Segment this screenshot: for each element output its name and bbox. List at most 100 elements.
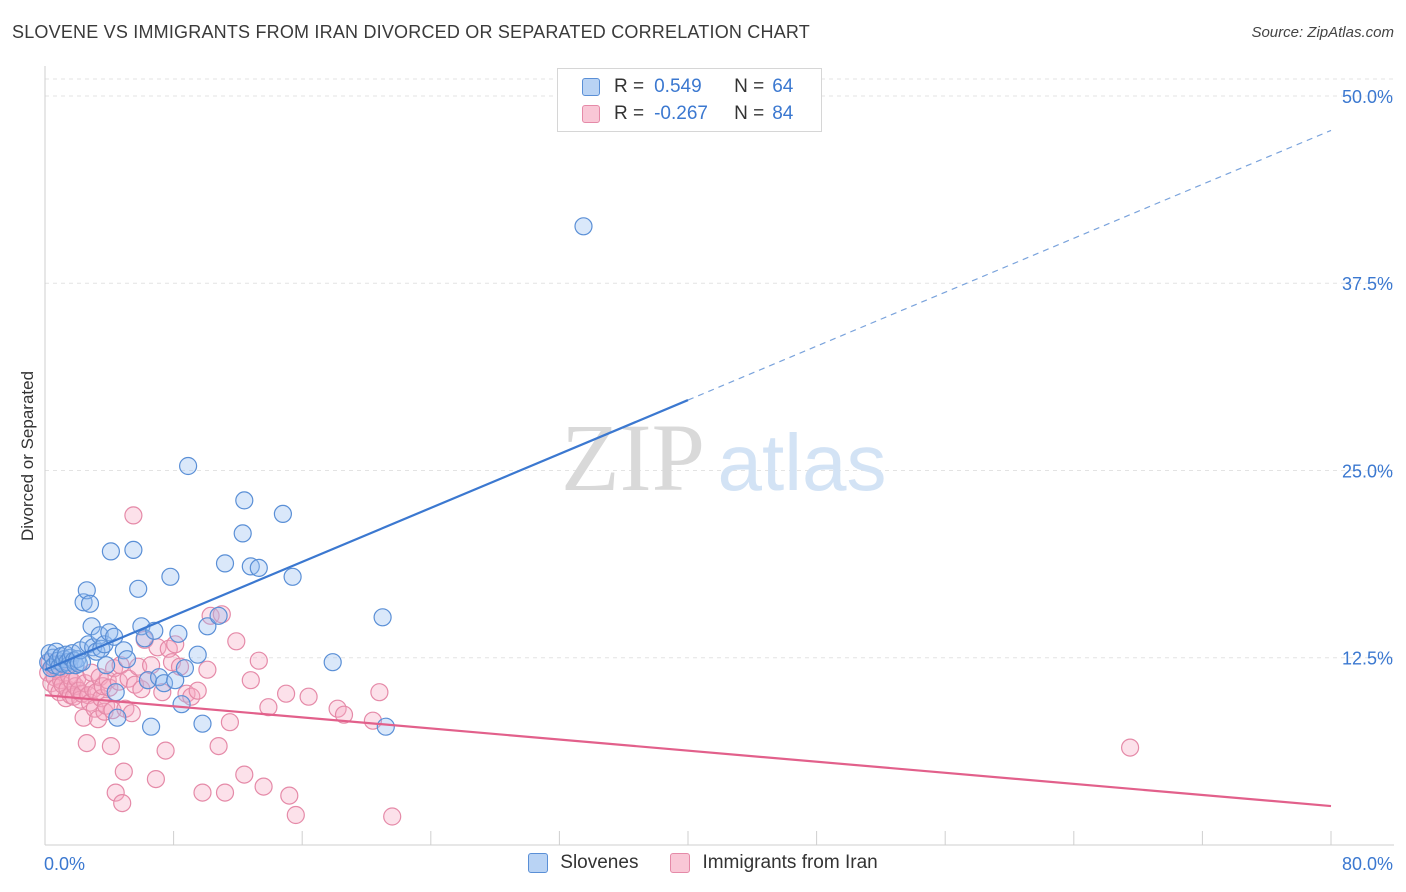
- y-tick-label: 12.5%: [1342, 649, 1393, 669]
- iran-point: [383, 807, 402, 826]
- slovenes-point: [209, 606, 228, 625]
- trend-lines: [44, 129, 1332, 808]
- slovenes-point: [161, 567, 180, 586]
- watermark-zip: ZIP: [561, 404, 705, 511]
- iran-point: [124, 506, 143, 525]
- iran-point: [88, 710, 108, 729]
- legend-row-iran: R = -0.267 N = 84: [582, 102, 793, 126]
- slovenes-point: [117, 650, 137, 669]
- slovenes-point: [323, 653, 342, 672]
- iran-point: [220, 713, 239, 732]
- iran-point: [235, 765, 254, 784]
- slovenes-swatch: [528, 853, 549, 873]
- slovenes-point: [215, 554, 235, 573]
- slovenes-point: [154, 674, 174, 693]
- n-value-slovenes: 64: [772, 76, 794, 97]
- axes: [44, 66, 1394, 846]
- slovenes-point: [129, 579, 148, 598]
- n-value-iran: 84: [772, 103, 794, 124]
- iran-point: [156, 741, 175, 760]
- iran-point: [146, 769, 165, 789]
- watermark-atlas: atlas: [718, 418, 887, 507]
- watermark: ZIP atlas: [561, 404, 886, 511]
- iran-swatch: [582, 105, 600, 123]
- iran-point: [209, 736, 228, 756]
- iran-point: [249, 651, 268, 670]
- slovenes-point: [166, 671, 185, 690]
- slovenes-point: [135, 629, 154, 648]
- iran-point: [114, 762, 133, 781]
- iran-point: [241, 671, 260, 690]
- slovenes-point: [198, 617, 217, 636]
- iran-point: [132, 680, 151, 699]
- x-tick-label-min: 0.0%: [44, 854, 85, 874]
- slovenes-point: [235, 491, 254, 510]
- x-tick-label-max: 80.0%: [1342, 854, 1393, 874]
- legend-row-slovenes: R = 0.549 N = 64: [582, 75, 793, 99]
- slovenes-point: [175, 659, 194, 678]
- iran-point: [188, 681, 207, 700]
- slovenes-point: [142, 717, 161, 736]
- slovenes-point: [124, 540, 143, 560]
- slovenes-point: [233, 524, 252, 543]
- slovenes-point: [172, 695, 191, 714]
- iran-point: [122, 704, 141, 723]
- r-value-iran: -0.267: [654, 103, 708, 124]
- iran-point: [280, 786, 299, 805]
- iran-point: [1120, 738, 1140, 757]
- iran-point: [299, 687, 318, 706]
- slovenes-point: [77, 581, 96, 600]
- iran-point: [259, 698, 278, 717]
- y-tick-label: 25.0%: [1342, 461, 1393, 481]
- slovenes-point: [179, 456, 198, 476]
- chart-title: SLOVENE VS IMMIGRANTS FROM IRAN DIVORCED…: [12, 22, 810, 42]
- legend-item-slovenes: Slovenes: [528, 852, 638, 874]
- slovenes-point: [376, 717, 395, 736]
- iran-point: [166, 635, 185, 654]
- legend-item-iran: Immigrants from Iran: [670, 852, 878, 874]
- slovenes-point: [249, 558, 268, 578]
- slovenes-point: [574, 217, 593, 236]
- slovenes-point: [373, 608, 392, 627]
- y-tick-label: 37.5%: [1342, 274, 1393, 294]
- slovenes-point: [74, 593, 93, 612]
- slovenes-point: [193, 714, 212, 733]
- iran-point: [193, 783, 212, 802]
- iran-point: [177, 684, 196, 703]
- slovenes-point: [106, 683, 125, 702]
- iran-point: [370, 683, 389, 702]
- r-value-slovenes: 0.549: [654, 76, 702, 97]
- slovenes-point: [169, 624, 188, 643]
- iran-point: [101, 736, 121, 756]
- iran-point: [227, 632, 246, 651]
- iran-swatch: [670, 853, 691, 873]
- correlation-legend: R = 0.549 N = 64 R = -0.267 N = 84: [557, 68, 822, 132]
- slovenes-point: [188, 645, 207, 664]
- iran-point: [215, 783, 235, 802]
- slovenes-trend-extension: [687, 129, 1332, 401]
- slovenes-swatch: [582, 78, 600, 96]
- slovenes-trend-line: [44, 399, 689, 671]
- slovenes-point: [101, 542, 121, 561]
- slovenes-point: [108, 708, 127, 727]
- series-immigrants-from-iran: [39, 506, 1140, 826]
- iran-point: [153, 683, 172, 702]
- legend-label-slovenes: Slovenes: [560, 852, 639, 873]
- tick-labels: 12.5% 25.0% 37.5% 50.0% 0.0% 80.0%: [44, 87, 1393, 874]
- slovenes-point: [80, 594, 100, 613]
- legend-label-iran: Immigrants from Iran: [702, 852, 878, 873]
- source-credit: Source: ZipAtlas.com: [1251, 24, 1394, 41]
- iran-point: [277, 684, 296, 703]
- iran-point: [286, 805, 305, 825]
- n-label: N =: [734, 103, 765, 124]
- r-label: R =: [614, 103, 645, 124]
- iran-point: [77, 733, 96, 753]
- iran-point: [198, 660, 217, 679]
- slovenes-point: [273, 504, 292, 524]
- iran-trend-line: [44, 694, 1332, 808]
- iran-point: [334, 705, 354, 724]
- r-label: R =: [614, 76, 645, 97]
- slovenes-point: [283, 567, 302, 586]
- slovenes-point: [96, 656, 116, 675]
